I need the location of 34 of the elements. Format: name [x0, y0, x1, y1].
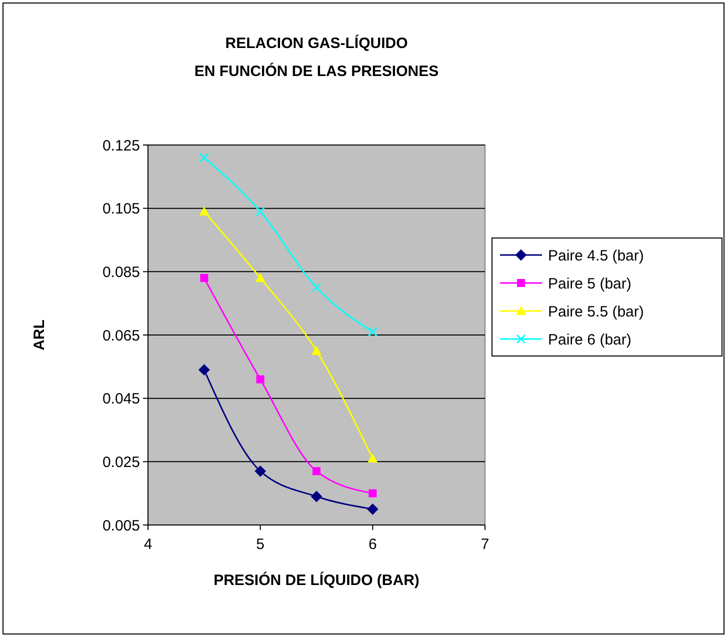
y-tick-label: 0.085: [102, 264, 140, 281]
x-tick-label: 4: [144, 536, 152, 553]
point: [368, 489, 377, 498]
y-tick-label: 0.005: [102, 517, 140, 534]
y-tick-label: 0.125: [102, 137, 140, 154]
y-tick-label: 0.105: [102, 200, 140, 218]
y-tick-label: 0.045: [102, 390, 140, 408]
point: [312, 282, 322, 292]
point: [368, 327, 378, 337]
legend-label: Paire 5.5 (bar): [548, 303, 644, 320]
x-axis-title: PRESIÓN DE LÍQUIDO (BAR): [214, 571, 420, 589]
point: [199, 152, 209, 162]
point: [198, 364, 210, 376]
point: [367, 504, 378, 515]
point: [311, 491, 322, 502]
y-tick-label: 0.065: [102, 327, 140, 344]
x-tick-label: 7: [480, 536, 490, 553]
point: [256, 206, 266, 216]
point: [312, 346, 322, 355]
point: [200, 274, 208, 282]
point: [368, 454, 378, 462]
x-tick-label: 6: [368, 536, 377, 553]
legend-label: Paire 6 (bar): [548, 331, 632, 348]
legend-label: Paire 4.5 (bar): [548, 247, 644, 264]
point: [255, 273, 266, 282]
x-tick-label: 5: [256, 536, 265, 553]
point: [199, 206, 210, 216]
chart-title: RELACION GAS-LÍQUIDO EN FUNCIÓN DE LAS PRESIONES: [194, 34, 439, 80]
point: [312, 467, 320, 476]
point: [256, 375, 264, 384]
y-tick-label: 0.025: [102, 454, 140, 471]
legend-label: Paire 5 (bar): [548, 275, 632, 292]
point: [254, 466, 266, 477]
y-axis-title: ARL: [31, 320, 48, 350]
